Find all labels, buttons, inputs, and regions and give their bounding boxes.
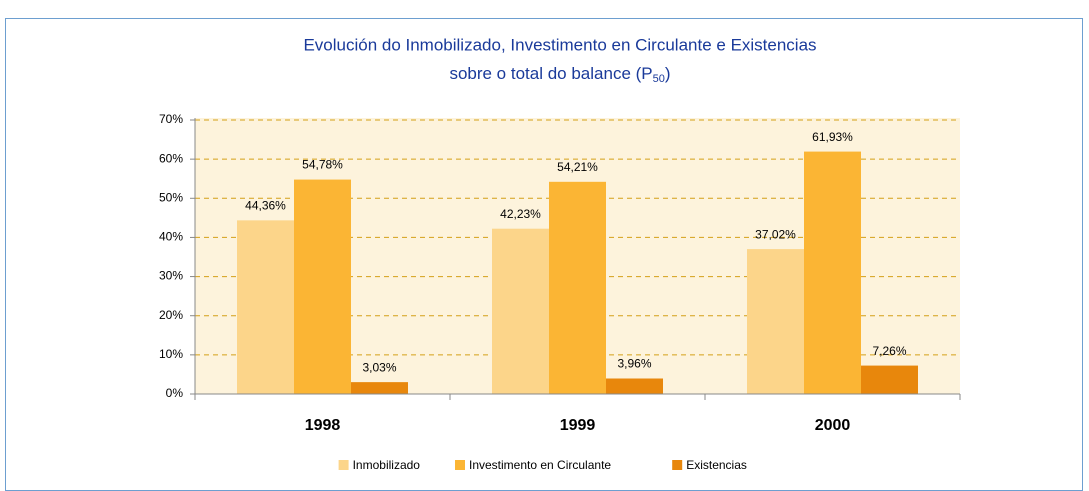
bar [747,249,804,394]
data-label: 61,93% [812,130,853,144]
y-tick-label: 50% [159,190,183,204]
y-tick-label: 60% [159,151,183,165]
data-label: 54,21% [557,160,598,174]
legend-label: Investimento en Circulante [469,458,611,472]
legend-swatch [672,460,683,470]
bar [606,378,663,394]
y-tick-label: 10% [159,347,183,361]
legend-label: Existencias [686,458,747,472]
bar [861,365,918,394]
bar [804,151,861,394]
x-tick-label: 1999 [560,417,596,434]
chart-subtitle: sobre o total do balance (P50) [449,64,670,84]
legend-label: Inmobilizado [353,458,421,472]
legend-swatch [455,460,465,470]
y-tick-label: 70% [159,112,183,126]
data-label: 3,96% [617,357,651,371]
subtitle-subscript: 50 [653,73,665,85]
data-label: 37,02% [755,227,796,241]
bar [492,228,549,394]
bar [549,181,606,394]
bar [294,179,351,394]
data-label: 44,36% [245,199,286,213]
y-tick-label: 40% [159,230,183,244]
data-label: 54,78% [302,158,343,172]
subtitle-text: sobre o total do balance (P [449,64,652,83]
data-label: 3,03% [362,360,396,374]
legend-swatch [338,460,349,470]
bar [351,382,408,394]
bar [237,220,294,394]
x-tick-label: 1998 [305,417,341,434]
y-tick-label: 0% [166,386,184,400]
data-label: 7,26% [872,344,906,358]
data-label: 42,23% [500,207,541,221]
x-tick-label: 2000 [815,417,851,434]
y-tick-label: 30% [159,269,183,283]
chart-title: Evolución do Inmobilizado, Investimento … [303,35,816,54]
subtitle-end: ) [665,64,671,83]
y-tick-label: 20% [159,308,183,322]
